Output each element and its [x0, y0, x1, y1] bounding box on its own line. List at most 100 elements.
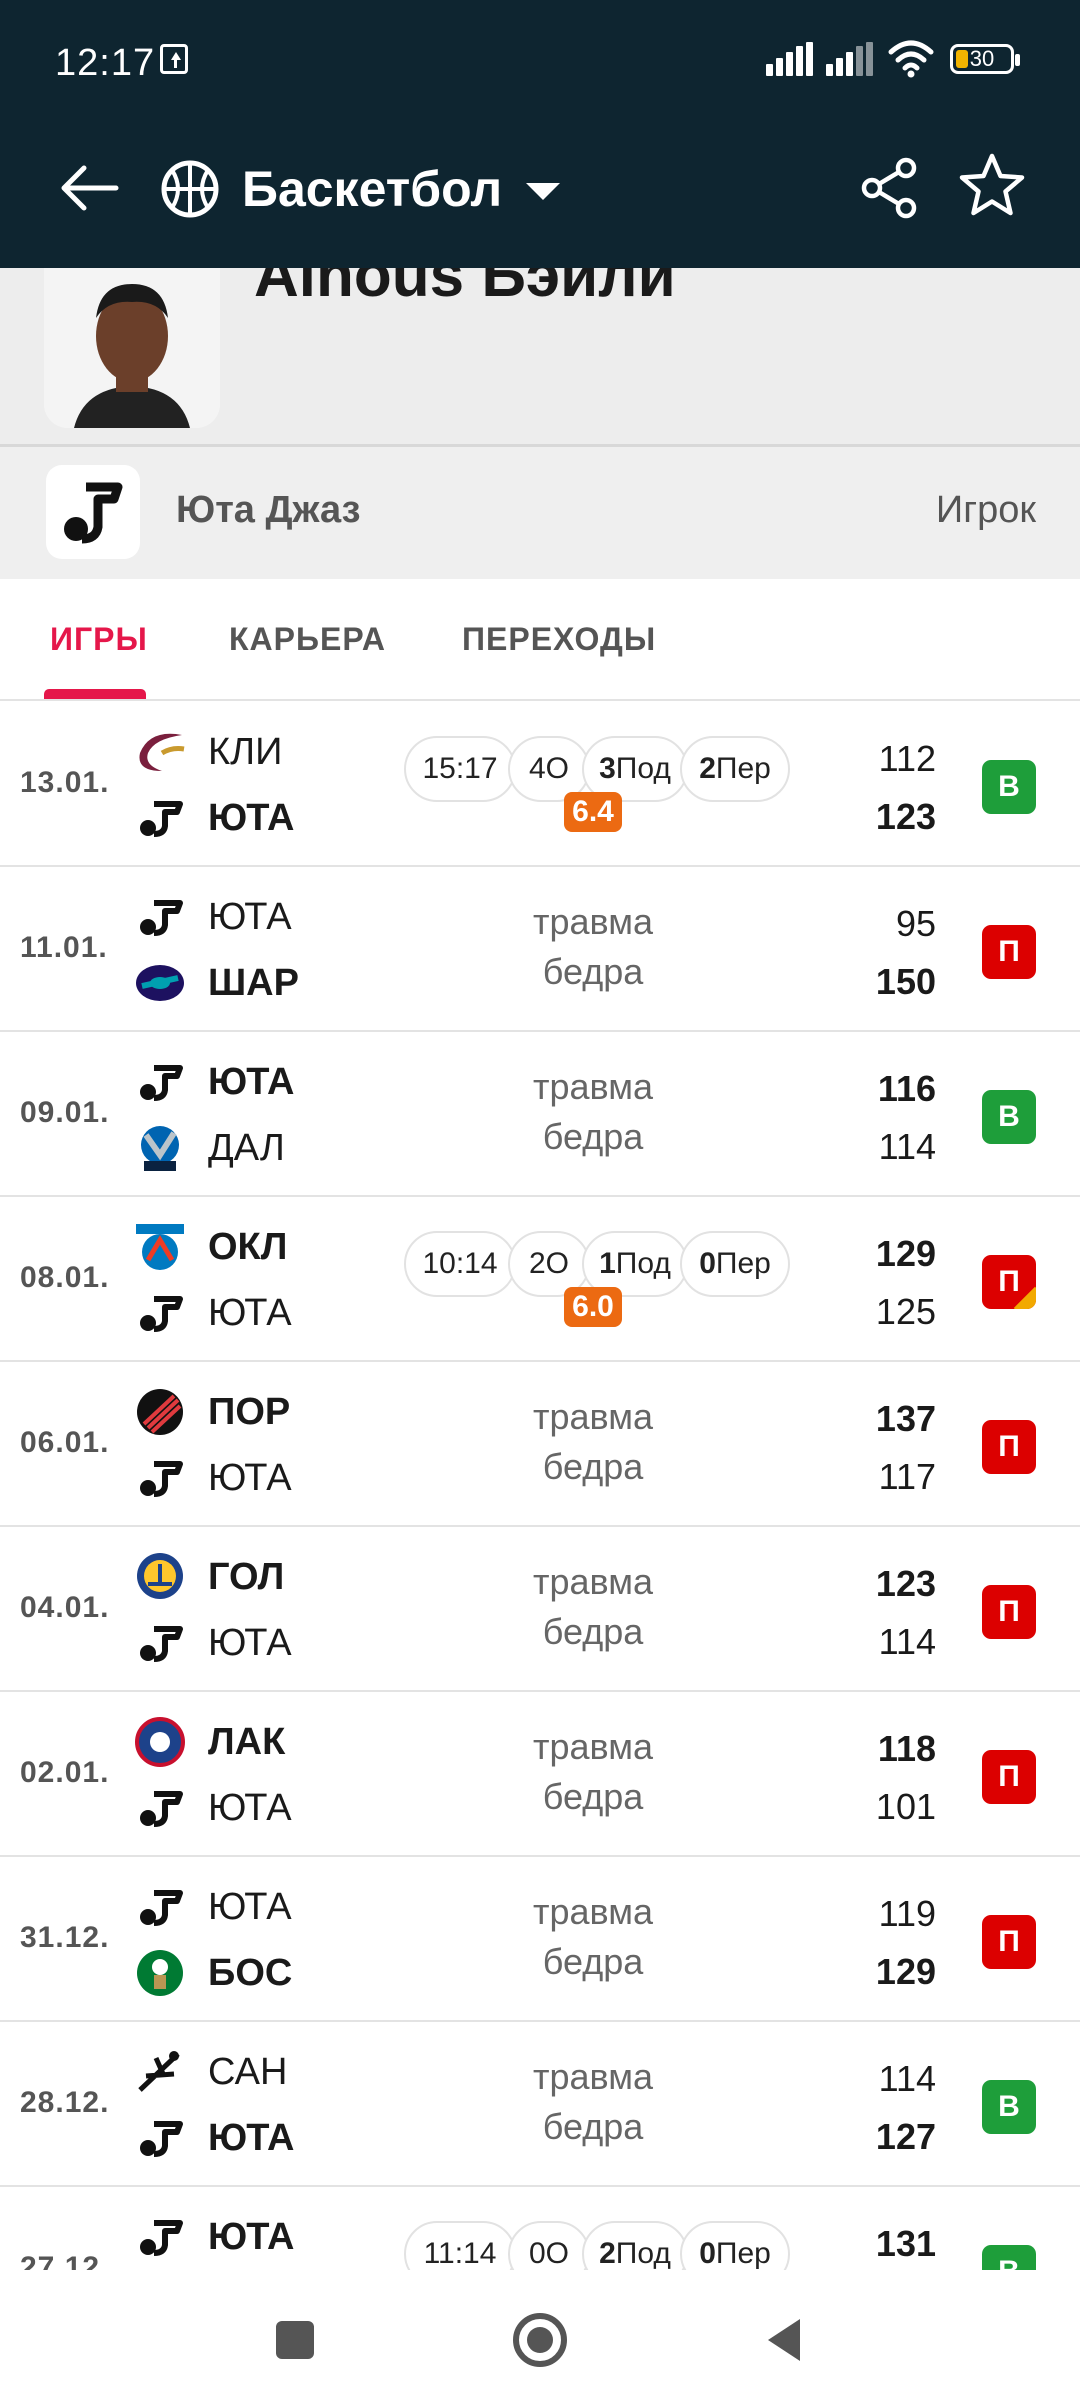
result-badge: П — [982, 1750, 1036, 1804]
hornets-logo — [132, 955, 188, 1011]
result-badge: П — [982, 1255, 1036, 1309]
game-date: 27.12. — [20, 2251, 110, 2270]
away-team-name: БОС — [208, 1951, 293, 1994]
away-score: 123 — [875, 796, 936, 837]
game-row[interactable]: 31.12. ЮТА БОС травма бедра 119 129 П — [0, 1857, 1080, 2022]
battery-icon: 30 — [950, 44, 1020, 74]
home-team-name: ЮТА — [208, 1060, 295, 1103]
active-tab-indicator — [44, 689, 146, 699]
tab-career[interactable]: КАРЬЕРА — [229, 621, 386, 657]
game-row[interactable]: 11.01. ЮТА ШАР травма бедра 95 150 П — [0, 867, 1080, 1032]
home-score: 119 — [878, 1893, 936, 1934]
celtics-logo — [132, 1945, 188, 2001]
home-team-name: ЮТА — [208, 895, 292, 938]
result-badge: П — [982, 925, 1036, 979]
away-team: ЮТА — [132, 1450, 432, 1506]
home-team-name: КЛИ — [208, 730, 283, 773]
away-team: ЮТА — [132, 1780, 432, 1836]
away-score: 117 — [878, 1456, 936, 1497]
star-icon[interactable] — [952, 146, 1032, 226]
signal-icon — [826, 42, 876, 76]
assists-stat: 0 Пер — [680, 1231, 790, 1297]
game-row[interactable]: 04.01. ГОЛ ЮТА травма бедра 123 114 П — [0, 1527, 1080, 1692]
result-badge: В — [982, 1090, 1036, 1144]
result-badge: П — [982, 1915, 1036, 1969]
result-badge: В — [982, 2080, 1036, 2134]
game-date: 08.01. — [20, 1261, 110, 1294]
result-badge: В — [982, 2245, 1036, 2270]
game-row[interactable]: 02.01. ЛАК ЮТА травма бедра 118 101 П — [0, 1692, 1080, 1857]
home-team-name: ГОЛ — [208, 1555, 285, 1598]
mavericks-logo — [132, 1120, 188, 1176]
blazers-logo — [132, 1384, 188, 1440]
away-team-name: ЮТА — [208, 1621, 292, 1664]
minutes-played: 11:14 — [404, 2221, 516, 2270]
home-score: 137 — [875, 1398, 936, 1439]
game-date: 02.01. — [20, 1756, 110, 1789]
home-team: ПОР — [132, 1384, 432, 1440]
app-header: 12:17 30 Баскетбол — [0, 0, 1080, 268]
recents-button[interactable] — [255, 2300, 335, 2380]
jazz-logo — [132, 1615, 188, 1671]
minutes-played: 10:14 — [404, 1231, 516, 1297]
player-rating-badge: 6.0 — [564, 1287, 622, 1327]
back-arrow-icon[interactable] — [50, 148, 130, 228]
home-score: 123 — [875, 1563, 936, 1604]
game-date: 06.01. — [20, 1426, 110, 1459]
game-row[interactable]: 06.01. ПОР ЮТА травма бедра 137 117 П — [0, 1362, 1080, 1527]
injury-status: травма бедра — [532, 2056, 654, 2147]
home-score: 131 — [875, 2223, 936, 2264]
thunder-logo — [132, 1219, 188, 1275]
jazz-logo — [132, 889, 188, 945]
home-score: 118 — [877, 1728, 936, 1769]
game-date: 13.01. — [20, 766, 110, 799]
injury-status: травма бедра — [532, 1396, 654, 1487]
jazz-logo — [132, 1450, 188, 1506]
jazz-logo — [132, 1780, 188, 1836]
home-team: ОКЛ — [132, 1219, 432, 1275]
wifi-icon — [888, 40, 934, 78]
game-row[interactable]: 09.01. ЮТА ДАЛ травма бедра 116 114 В — [0, 1032, 1080, 1197]
player-team-row[interactable]: Юта Джаз Игрок — [0, 447, 1080, 579]
tab-games[interactable]: ИГРЫ — [50, 621, 148, 657]
sport-title: Баскетбол — [242, 161, 503, 217]
game-row[interactable]: 28.12. САН ЮТА травма бедра 114 127 В — [0, 2022, 1080, 2187]
back-button[interactable] — [745, 2300, 825, 2380]
cavaliers-logo — [132, 724, 188, 780]
game-date: 28.12. — [20, 2086, 110, 2119]
away-team: ЮТА — [132, 1615, 432, 1671]
home-button[interactable] — [500, 2300, 580, 2380]
away-score: 127 — [875, 2116, 936, 2157]
home-team: ЮТА — [132, 2209, 432, 2265]
warriors-logo — [132, 1549, 188, 1605]
rebounds-stat: 2 Под — [582, 2221, 688, 2270]
jazz-logo — [132, 1054, 188, 1110]
chevron-down-icon — [526, 182, 561, 200]
home-team-name: ЮТА — [208, 2215, 295, 2258]
sport-selector[interactable]: Баскетбол — [160, 144, 561, 234]
share-icon[interactable] — [850, 148, 930, 228]
home-team: ЛАК — [132, 1714, 432, 1770]
injury-status: травма бедра — [532, 1561, 654, 1652]
away-score: 129 — [875, 1951, 936, 1992]
away-team-name: ЮТА — [208, 2116, 295, 2159]
away-team: ШАР — [132, 955, 432, 1011]
away-team-name: ЮТА — [208, 1456, 292, 1499]
home-team: ЮТА — [132, 1879, 432, 1935]
home-score: 95 — [895, 903, 936, 944]
player-photo — [44, 268, 220, 428]
away-score: 150 — [875, 961, 936, 1002]
result-badge: П — [982, 1585, 1036, 1639]
clippers-logo — [132, 1714, 188, 1770]
basketball-icon — [161, 160, 219, 218]
tab-transfers[interactable]: ПЕРЕХОДЫ — [462, 621, 657, 657]
injury-status: травма бедра — [532, 901, 654, 992]
away-score: 125 — [875, 1291, 936, 1332]
home-team-name: ЛАК — [208, 1720, 286, 1763]
